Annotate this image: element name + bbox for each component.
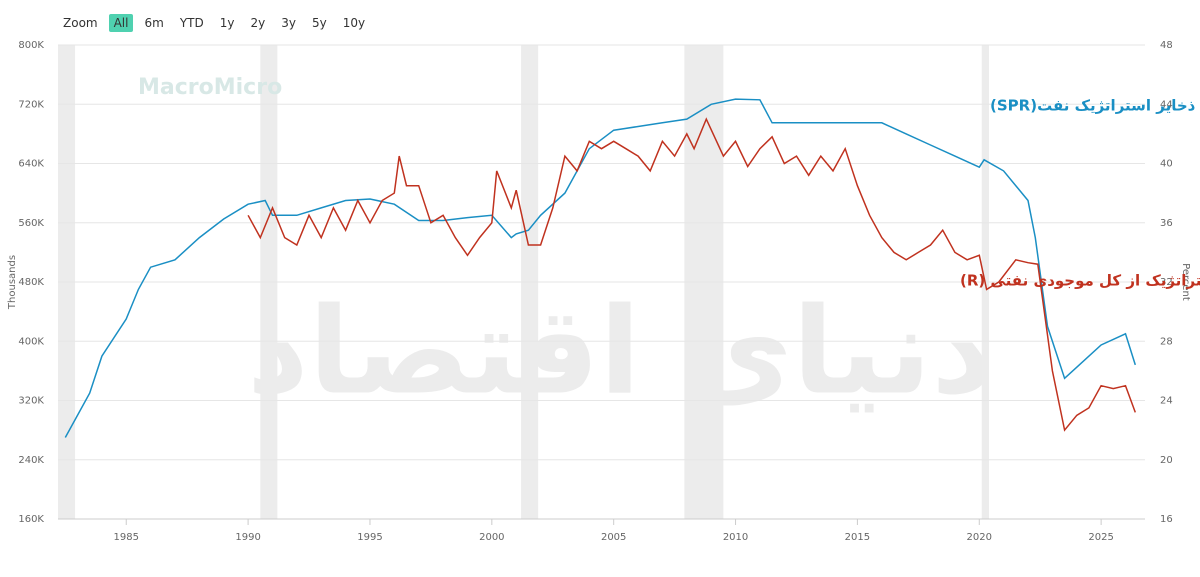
- y-tick-label: 400K: [18, 336, 44, 347]
- x-tick-label: 2025: [1088, 532, 1113, 543]
- zoom-button[interactable]: 3y: [281, 16, 296, 30]
- y-axis-title: Thousands: [7, 255, 18, 310]
- series-line: [247, 117, 1137, 432]
- y2-tick-label: 28: [1160, 336, 1173, 347]
- y2-tick-label: 32: [1160, 277, 1173, 288]
- zoom-bar: Zoom All 6m YTD 1y 2y 3y 5y 10y: [58, 14, 370, 32]
- zoom-label: Zoom: [63, 16, 98, 30]
- y2-tick-label: 16: [1160, 514, 1173, 525]
- watermark: دنیای اقتصاد: [247, 283, 993, 422]
- x-tick-label: 1985: [114, 532, 139, 543]
- y-tick-label: 480K: [18, 277, 44, 288]
- series-line: [64, 98, 1137, 438]
- zoom-button[interactable]: All: [108, 14, 134, 32]
- y2-tick-label: 40: [1160, 159, 1173, 170]
- x-tick-label: 2015: [845, 532, 870, 543]
- zoom-button[interactable]: YTD: [179, 16, 204, 30]
- watermark: MacroMicro: [138, 75, 282, 100]
- y2-tick-label: 48: [1160, 40, 1173, 51]
- y2-tick-label: 24: [1160, 396, 1173, 407]
- y2-tick-label: 36: [1160, 218, 1173, 229]
- y2-axis-title: Percent: [1180, 263, 1191, 301]
- x-tick-label: 2020: [967, 532, 992, 543]
- y-tick-label: 240K: [18, 455, 44, 466]
- series-label: ذخایر استراتژیک نفت(SPR): [990, 97, 1196, 115]
- y-tick-label: 160K: [18, 514, 44, 525]
- zoom-button[interactable]: 1y: [219, 16, 235, 30]
- x-tick-label: 2010: [723, 532, 748, 543]
- x-tick-label: 1990: [235, 532, 260, 543]
- y-tick-label: 320K: [18, 396, 44, 407]
- y-tick-label: 560K: [18, 218, 44, 229]
- series-label: سهم ذخایر استراتژیک از کل موجودی نفتی (R…: [960, 272, 1200, 290]
- y2-tick-label: 20: [1160, 455, 1173, 466]
- zoom-button[interactable]: 10y: [342, 16, 366, 30]
- y2-tick-label: 44: [1160, 99, 1173, 110]
- zoom-button[interactable]: 6m: [144, 16, 164, 30]
- y-tick-label: 720K: [18, 99, 44, 110]
- y-tick-label: 640K: [18, 159, 44, 170]
- x-tick-label: 1995: [357, 532, 382, 543]
- x-tick-label: 2000: [479, 532, 504, 543]
- zoom-button[interactable]: 5y: [311, 16, 327, 30]
- y-tick-label: 800K: [18, 40, 44, 51]
- zoom-button[interactable]: 2y: [250, 16, 266, 30]
- x-tick-label: 2005: [601, 532, 626, 543]
